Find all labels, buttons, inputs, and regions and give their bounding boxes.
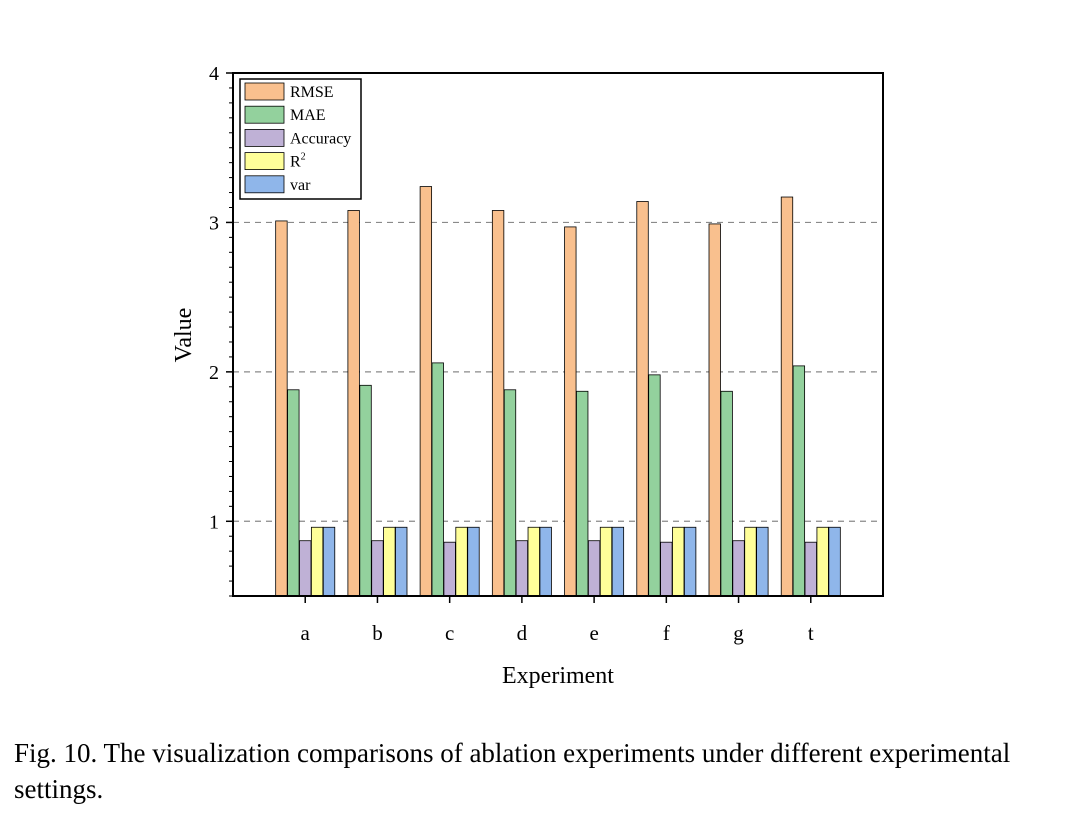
bar-mae-d — [503, 389, 517, 597]
plot-frame — [232, 72, 884, 597]
bar-accuracy-f — [660, 541, 673, 597]
bar-var-g — [756, 526, 769, 597]
legend-label-text: RMSE — [290, 84, 334, 101]
bar-accuracy-c — [443, 541, 456, 597]
bar-rmse-c — [419, 186, 433, 597]
bars-layer — [275, 186, 841, 597]
legend-label: MAE — [290, 107, 326, 124]
legend: RMSE MAE Accuracy R2 var — [239, 78, 362, 200]
bar-rmse-d — [491, 210, 505, 597]
bar-var-f — [683, 526, 697, 597]
bar-accuracy-a — [299, 540, 312, 597]
legend-label: var — [290, 177, 311, 194]
gridlines — [233, 221, 883, 522]
legend-swatch — [244, 82, 285, 101]
bar-var-t — [828, 526, 841, 597]
bar-mae-e — [576, 390, 589, 597]
legend-label-superscript: 2 — [301, 152, 306, 163]
y-axis: 1 2 3 4 — [209, 63, 233, 597]
x-tick-label: b — [372, 621, 383, 645]
bar-accuracy-g — [732, 540, 745, 597]
bar-rmse-g — [708, 223, 721, 597]
bar-mae-g — [720, 390, 733, 597]
bar-var-b — [395, 526, 408, 597]
bar-r-b — [383, 526, 396, 597]
legend-label: Accuracy — [290, 130, 351, 147]
bar-accuracy-d — [515, 540, 529, 597]
bar-chart: 1 2 3 4 a b c d e f g t Value Experiment RMSE MAE Ac… — [171, 63, 884, 689]
legend-swatch — [244, 128, 285, 147]
bar-var-d — [539, 526, 552, 597]
figure-caption: Fig. 10. The visualization comparisons o… — [14, 738, 1011, 804]
bar-mae-f — [648, 374, 661, 597]
bar-r-a — [310, 526, 324, 597]
bar-r-d — [527, 526, 540, 597]
legend-swatch — [244, 152, 285, 171]
bar-r-e — [599, 526, 613, 597]
x-axis-label: Experiment — [502, 663, 614, 689]
bar-rmse-f — [636, 201, 649, 597]
bar-var-c — [467, 526, 480, 597]
bar-rmse-t — [780, 196, 794, 597]
x-tick-label: f — [663, 621, 670, 645]
y-tick-label: 4 — [209, 63, 219, 85]
bar-rmse-e — [564, 226, 577, 597]
bar-rmse-a — [275, 220, 288, 597]
x-tick-label: c — [445, 621, 454, 645]
bar-rmse-b — [347, 210, 360, 597]
x-tick-label: d — [517, 621, 528, 645]
bar-mae-b — [359, 384, 372, 597]
legend-swatch — [244, 175, 285, 194]
legend-label-text: MAE — [290, 107, 326, 124]
legend-label: R2 — [290, 152, 306, 171]
bar-r-g — [744, 526, 757, 597]
legend-swatch — [244, 105, 285, 124]
bar-r-c — [455, 526, 468, 597]
y-axis-label: Value — [171, 308, 197, 363]
bar-mae-t — [792, 365, 806, 597]
bar-accuracy-t — [804, 541, 817, 597]
bar-mae-a — [287, 389, 300, 597]
bar-r-t — [816, 526, 829, 597]
y-tick-label: 2 — [209, 362, 219, 384]
x-tick-label: e — [589, 621, 598, 645]
x-tick-label: a — [301, 621, 311, 645]
legend-label-text: var — [290, 177, 311, 194]
bar-mae-c — [431, 362, 444, 597]
legend-label-text: R — [290, 154, 301, 171]
y-tick-label: 1 — [209, 511, 219, 533]
x-tick-label: g — [733, 621, 744, 645]
bar-accuracy-e — [587, 540, 601, 597]
bar-r-f — [672, 526, 685, 597]
bar-accuracy-b — [371, 540, 384, 597]
y-tick-label: 3 — [209, 212, 219, 234]
legend-label: RMSE — [290, 84, 334, 101]
bar-var-a — [322, 526, 336, 597]
bar-var-e — [611, 526, 625, 597]
x-tick-label: t — [808, 621, 814, 645]
legend-label-text: Accuracy — [290, 130, 351, 147]
